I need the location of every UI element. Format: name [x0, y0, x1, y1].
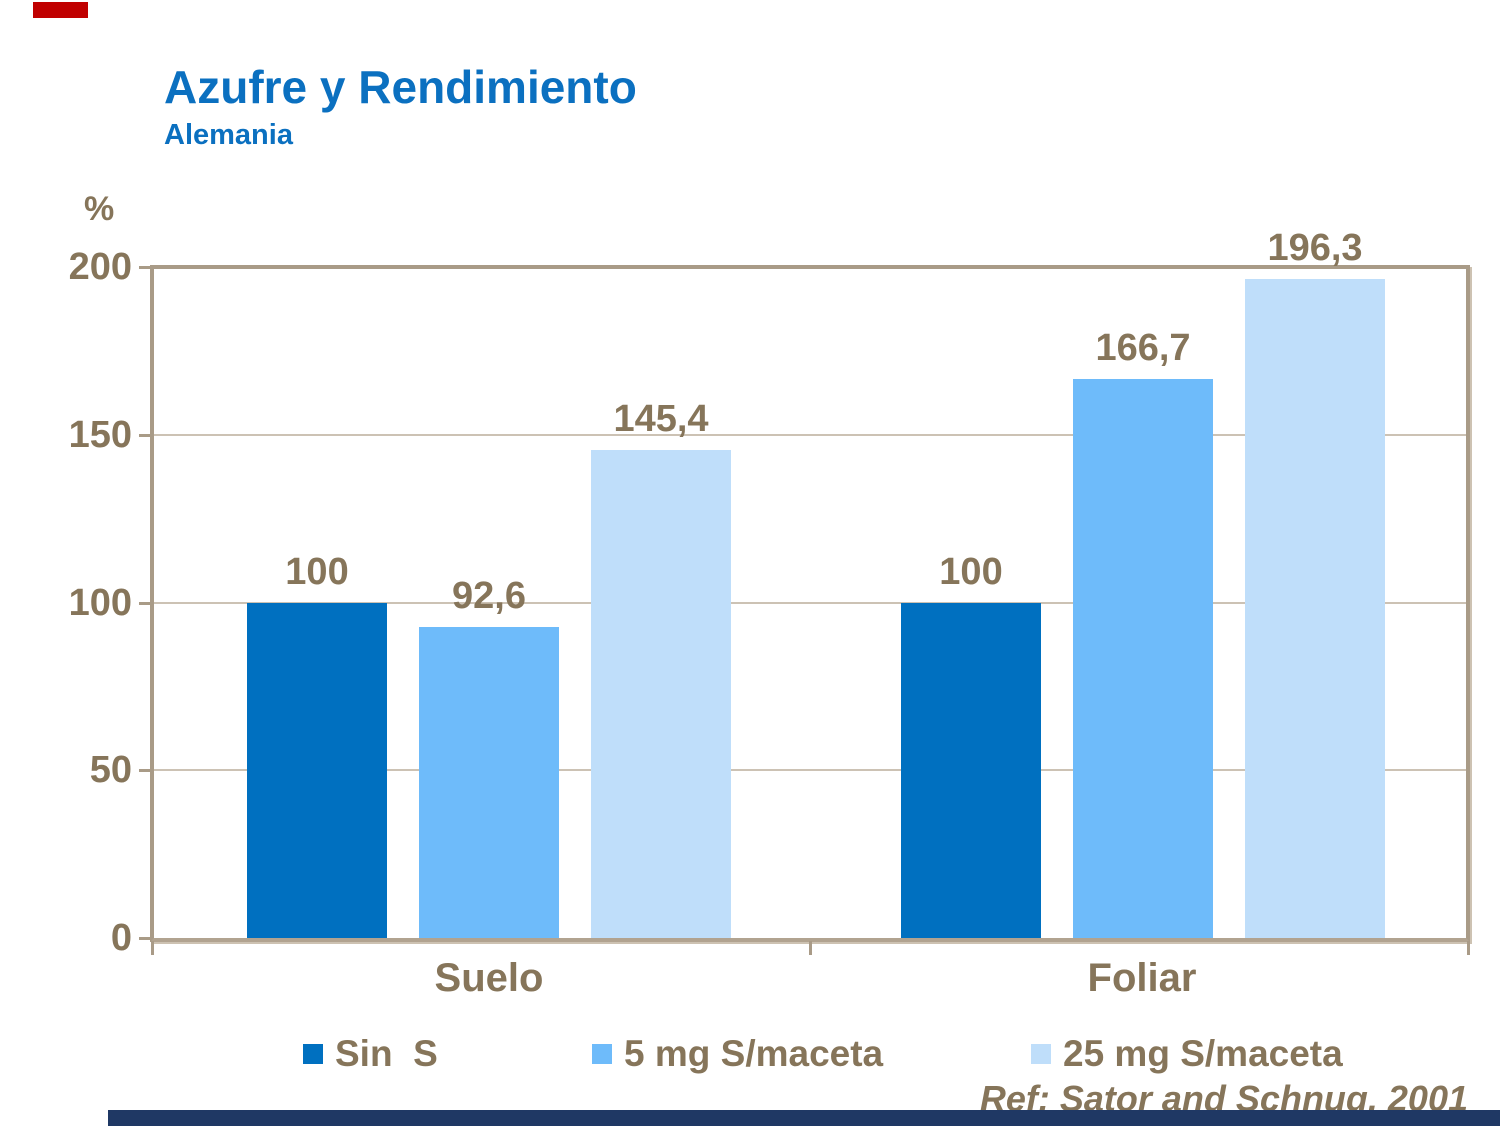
y-axis-tick-mark-50	[139, 769, 151, 773]
y-axis-tick-mark-200	[139, 266, 151, 269]
y-axis-tick-mark-150	[139, 433, 151, 437]
gridline-50	[154, 769, 1466, 772]
bar-value-label-foliar-series2: 196,3	[1267, 227, 1363, 270]
y-axis-tick-label-0: 0	[110, 917, 132, 959]
bar-foliar-series1	[1073, 378, 1213, 938]
x-axis-tick-mark-2	[1467, 941, 1470, 955]
legend-label-5mg: 5 mg S/maceta	[624, 1033, 884, 1074]
bar-foliar-series0	[901, 602, 1041, 938]
bar-value-label-suelo-series2: 145,4	[613, 398, 709, 441]
bar-value-label-foliar-series0: 100	[939, 550, 1003, 593]
bar-suelo-series1	[419, 627, 559, 938]
bar-value-label-suelo-series1: 92,6	[452, 575, 526, 618]
y-axis-unit-label: %	[84, 190, 115, 228]
legend-label-25mg: 25 mg S/maceta	[1063, 1033, 1343, 1074]
legend-item-25mg: 25 mg S/maceta	[1031, 1033, 1343, 1075]
legend-item-5mg: 5 mg S/maceta	[592, 1033, 883, 1075]
x-axis-tick-mark-0	[151, 941, 154, 955]
y-axis-tick-label-50: 50	[89, 749, 132, 792]
page-title: Azufre y Rendimiento	[164, 61, 637, 113]
bar-value-label-foliar-series1: 166,7	[1095, 326, 1191, 369]
page-subtitle: Alemania	[164, 119, 293, 151]
legend-label-sin-s: Sin S	[335, 1033, 438, 1074]
slide-accent-red-mark	[33, 2, 88, 18]
y-axis-tick-mark-0	[139, 937, 151, 940]
x-axis-tick-mark-1	[809, 941, 812, 955]
bar-value-label-suelo-series0: 100	[285, 550, 349, 593]
gridline-150	[154, 433, 1466, 436]
y-axis-tick-mark-100	[139, 601, 151, 605]
legend-item-sin-s: Sin S	[303, 1033, 438, 1075]
bar-suelo-series2	[591, 450, 731, 938]
category-label-foliar: Foliar	[1087, 956, 1197, 1000]
bar-foliar-series2	[1245, 279, 1385, 938]
legend-swatch-25mg-icon	[1031, 1044, 1051, 1064]
y-axis-tick-label-100: 100	[68, 581, 132, 624]
bar-suelo-series0	[247, 602, 387, 938]
category-label-suelo: Suelo	[434, 956, 544, 1000]
legend-swatch-5mg-icon	[592, 1044, 612, 1064]
y-axis-tick-label-200: 200	[68, 246, 132, 288]
gridline-100	[154, 601, 1466, 604]
legend-swatch-sin-s-icon	[303, 1044, 323, 1064]
y-axis-tick-label-150: 150	[68, 413, 132, 456]
slide-footer-bar	[108, 1110, 1500, 1126]
